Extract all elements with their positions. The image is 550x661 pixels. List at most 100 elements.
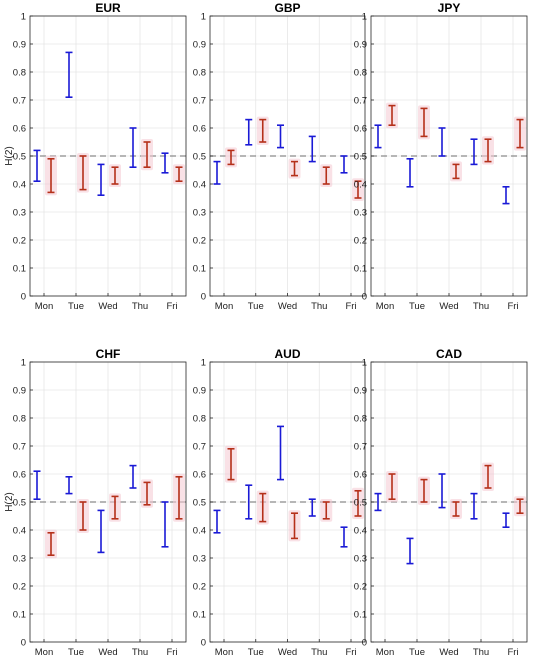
error-bar bbox=[388, 473, 396, 501]
y-tick-label: 0.2 bbox=[13, 236, 26, 247]
error-bar bbox=[161, 501, 169, 548]
x-tick-label: Tue bbox=[409, 301, 425, 312]
error-bar bbox=[308, 498, 316, 517]
x-tick-label: Fri bbox=[507, 647, 518, 658]
y-tick-label: 0.9 bbox=[13, 386, 26, 397]
x-tick-label: Thu bbox=[132, 301, 148, 312]
y-tick-label: 0.7 bbox=[354, 96, 367, 107]
error-bar bbox=[65, 475, 73, 495]
y-tick-label: 0.7 bbox=[13, 96, 26, 107]
x-tick-label: Wed bbox=[278, 647, 297, 658]
panel-title: EUR bbox=[95, 1, 121, 15]
error-bar bbox=[322, 501, 330, 520]
error-bar bbox=[97, 509, 105, 554]
y-tick-label: 0.5 bbox=[354, 498, 367, 509]
error-bar bbox=[291, 512, 298, 540]
panel-title: AUD bbox=[275, 347, 301, 361]
y-tick-label: 0.1 bbox=[354, 264, 367, 275]
y-tick-label: 0.9 bbox=[193, 40, 206, 51]
panel-aud: 0 0.1 0.2 0.3 0.4 0.5 0.6 0.7 0.8 0.9 1 Mon Tue Wed Th… bbox=[193, 347, 366, 658]
y-tick-label: 0.1 bbox=[193, 264, 206, 275]
error-bar bbox=[340, 526, 348, 548]
y-tick-label: 0.7 bbox=[354, 442, 367, 453]
x-tick-label: Wed bbox=[98, 647, 117, 658]
error-bar bbox=[111, 495, 119, 520]
panel-title: JPY bbox=[438, 1, 461, 15]
panel-title: GBP bbox=[274, 1, 300, 15]
x-tick-label: Fri bbox=[166, 647, 177, 658]
y-tick-label: 1 bbox=[21, 12, 26, 23]
x-tick-label: Thu bbox=[311, 647, 327, 658]
error-bar bbox=[502, 186, 510, 205]
y-tick-label: 0.8 bbox=[13, 414, 26, 425]
panel-title: CHF bbox=[96, 347, 121, 361]
y-tick-label: 0 bbox=[362, 638, 367, 649]
y-tick-label: 0.1 bbox=[193, 610, 206, 621]
x-tick-label: Mon bbox=[376, 301, 394, 312]
panel-eur: 0 0.1 0.2 0.3 0.4 0.5 0.6 0.7 0.8 0.9 1 Mon Tue Wed Th… bbox=[4, 1, 187, 312]
error-bar bbox=[213, 160, 221, 185]
error-bar bbox=[438, 473, 446, 509]
y-tick-label: 0.7 bbox=[193, 96, 206, 107]
y-tick-label: 0.3 bbox=[354, 554, 367, 565]
y-tick-label: 0.5 bbox=[13, 152, 26, 163]
y-tick-label: 0.3 bbox=[193, 554, 206, 565]
x-tick-label: Wed bbox=[439, 647, 458, 658]
y-tick-label: 0.5 bbox=[13, 498, 26, 509]
y-tick-label: 0.9 bbox=[193, 386, 206, 397]
y-tick-label: 0.4 bbox=[354, 526, 367, 537]
y-tick-label: 0.3 bbox=[354, 208, 367, 219]
y-tick-label: 0.8 bbox=[193, 68, 206, 79]
error-bar bbox=[322, 166, 330, 185]
error-bar bbox=[143, 141, 151, 168]
error-bar bbox=[227, 149, 235, 166]
error-bar bbox=[227, 447, 235, 481]
error-bar bbox=[245, 118, 253, 146]
error-bar bbox=[484, 138, 492, 163]
error-bar bbox=[259, 492, 267, 523]
y-tick-label: 0 bbox=[201, 292, 206, 303]
x-tick-label: Wed bbox=[278, 301, 297, 312]
x-tick-label: Tue bbox=[248, 301, 264, 312]
y-tick-label: 0.6 bbox=[13, 470, 26, 481]
error-bar bbox=[33, 470, 41, 501]
x-tick-label: Mon bbox=[215, 647, 233, 658]
y-tick-label: 0.3 bbox=[13, 208, 26, 219]
y-tick-label: 0.4 bbox=[193, 180, 206, 191]
y-tick-label: 0.9 bbox=[13, 40, 26, 51]
panel-jpy: 0 0.1 0.2 0.3 0.4 0.5 0.6 0.7 0.8 0.9 1 Mon Tue Wed Th… bbox=[354, 1, 528, 312]
y-tick-label: 0.6 bbox=[193, 124, 206, 135]
error-bar bbox=[79, 501, 87, 531]
y-tick-label: 0.4 bbox=[13, 526, 26, 537]
y-tick-label: 0.2 bbox=[193, 582, 206, 593]
y-tick-label: 0.7 bbox=[13, 442, 26, 453]
error-bar bbox=[33, 149, 41, 182]
y-tick-label: 0.5 bbox=[193, 152, 206, 163]
error-bar bbox=[502, 512, 510, 529]
error-bar bbox=[406, 537, 414, 565]
error-bar bbox=[47, 531, 55, 557]
y-tick-label: 0.7 bbox=[193, 442, 206, 453]
error-bar bbox=[277, 124, 284, 149]
y-tick-label: 1 bbox=[201, 358, 206, 369]
panel-title: CAD bbox=[436, 347, 462, 361]
error-bar bbox=[354, 180, 362, 199]
y-tick-label: 1 bbox=[362, 12, 367, 23]
y-tick-label: 0 bbox=[201, 638, 206, 649]
error-bar bbox=[516, 498, 524, 515]
error-bar bbox=[111, 166, 119, 185]
y-tick-label: 1 bbox=[21, 358, 26, 369]
error-bar bbox=[129, 127, 137, 168]
error-bar bbox=[470, 492, 478, 520]
error-bar bbox=[143, 481, 151, 506]
error-bar bbox=[308, 135, 316, 163]
y-tick-label: 0 bbox=[21, 292, 26, 303]
error-bar bbox=[388, 104, 396, 126]
y-tick-label: 0.4 bbox=[13, 180, 26, 191]
error-bar bbox=[277, 425, 284, 481]
y-tick-label: 0.6 bbox=[193, 470, 206, 481]
error-bar bbox=[291, 160, 298, 177]
x-tick-label: Mon bbox=[215, 301, 233, 312]
error-bar bbox=[374, 124, 382, 149]
x-tick-label: Fri bbox=[507, 301, 518, 312]
